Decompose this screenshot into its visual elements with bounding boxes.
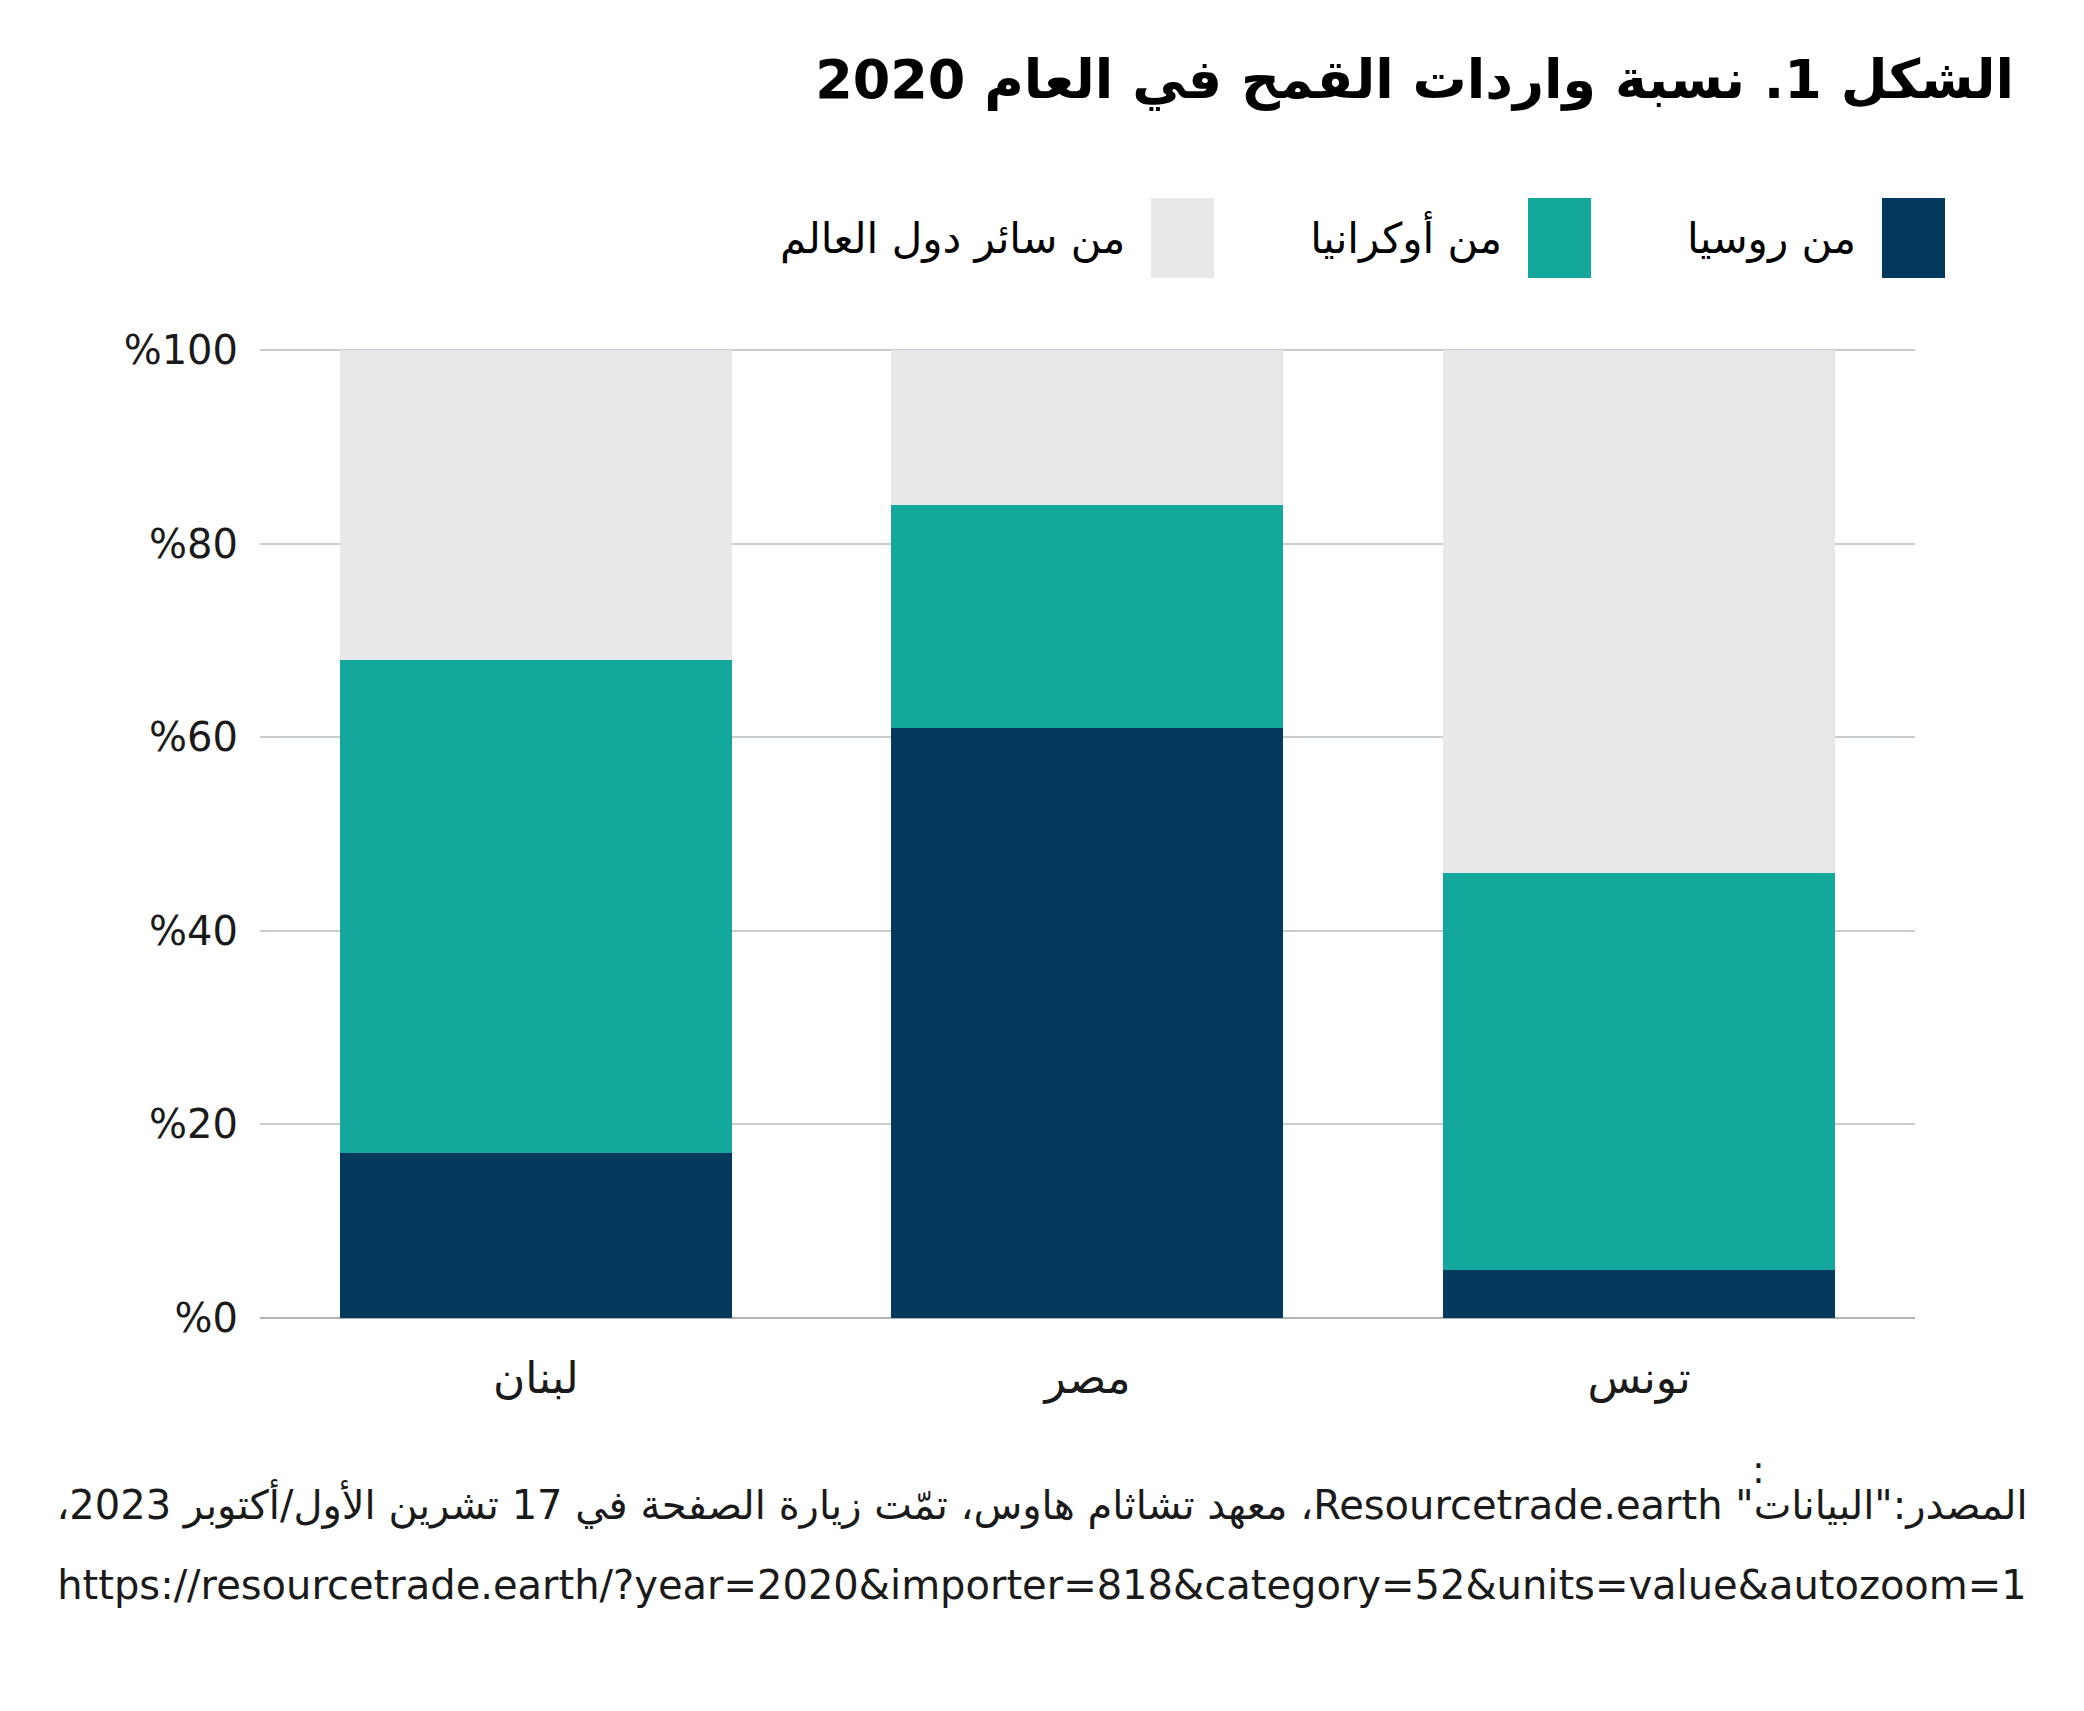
figure-title: الشكل 1. نسبة واردات القمح في العام 2020 <box>815 48 2014 111</box>
plot-area <box>260 350 1915 1318</box>
x-axis-label: مصر <box>891 1352 1283 1403</box>
bar-segment <box>340 660 732 1154</box>
legend-label: من أوكرانيا <box>1310 214 1502 263</box>
bar-segment <box>1443 1270 1835 1318</box>
x-axis-label: تونس <box>1443 1352 1835 1403</box>
bar-segment <box>340 1153 732 1318</box>
bar-segment <box>1443 873 1835 1270</box>
figure-page: الشكل 1. نسبة واردات القمح في العام 2020… <box>0 0 2084 1711</box>
bar-2 <box>891 350 1283 1318</box>
bar-1 <box>340 350 732 1318</box>
bar-3 <box>1443 350 1835 1318</box>
bar-segment <box>891 505 1283 728</box>
legend-label: من سائر دول العالم <box>780 214 1125 263</box>
bar-segment <box>1443 350 1835 873</box>
bar-segment <box>891 350 1283 505</box>
y-axis-label: %100 <box>124 327 238 373</box>
bar-segment <box>340 350 732 660</box>
y-axis-label: %40 <box>149 908 238 954</box>
y-axis-label: %60 <box>149 714 238 760</box>
y-axis-label: %80 <box>149 521 238 567</box>
y-axis: %0%20%40%60%80%100 <box>0 350 238 1318</box>
ukraine-legend-swatch <box>1528 198 1591 278</box>
source-url: https://resourcetrade.earth/?year=2020&i… <box>0 1562 2084 1608</box>
x-axis-label: لبنان <box>340 1352 732 1403</box>
legend-item-russia: من روسيا <box>1687 198 1945 278</box>
legend: من روسيا من أوكرانيا من سائر دول العالم <box>780 198 1945 278</box>
russia-legend-swatch <box>1882 198 1945 278</box>
bars <box>260 350 1915 1318</box>
x-axis: لبنان مصر تونس <box>260 1352 1915 1403</box>
legend-item-rest: من سائر دول العالم <box>780 198 1214 278</box>
y-axis-label: %20 <box>149 1101 238 1147</box>
bar-segment <box>891 728 1283 1318</box>
legend-label: من روسيا <box>1687 214 1856 263</box>
source-text: المصدر:"البيانات" Resourcetrade.earth، م… <box>0 1482 2084 1528</box>
rest-legend-swatch <box>1151 198 1214 278</box>
y-axis-label: %0 <box>175 1295 238 1341</box>
legend-item-ukraine: من أوكرانيا <box>1310 198 1591 278</box>
